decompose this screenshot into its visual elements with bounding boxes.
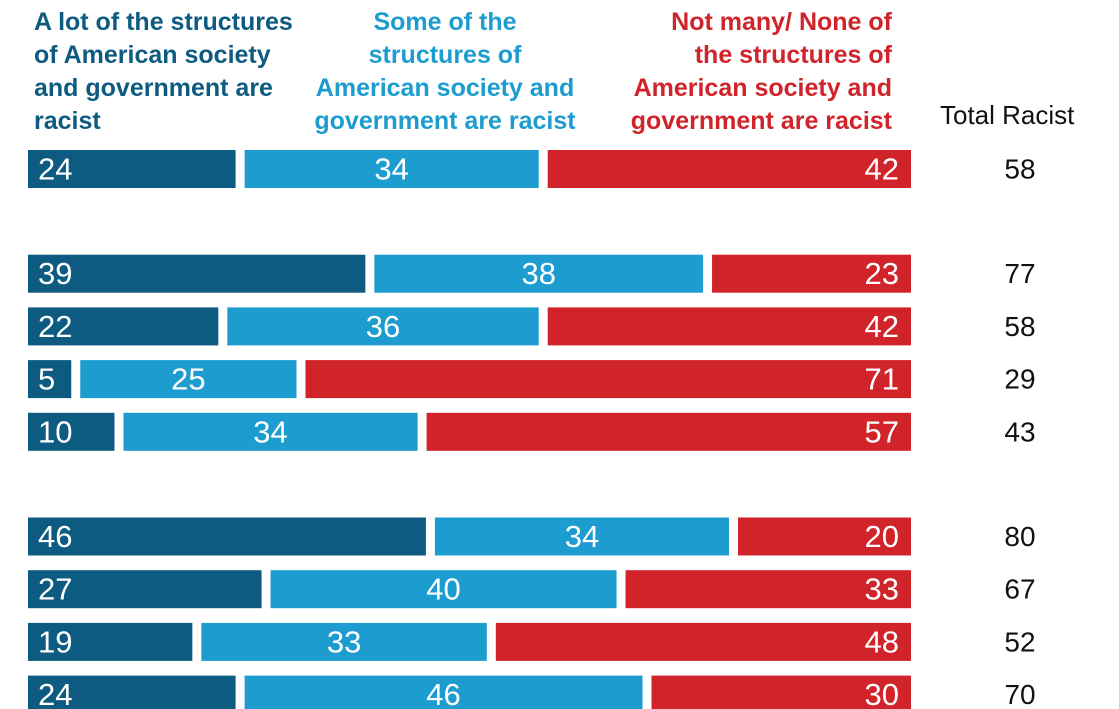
- bar-label-a-lot: 24: [38, 677, 72, 709]
- bar-segment-not-many: [547, 307, 911, 346]
- total-racist-value: 70: [1004, 679, 1035, 709]
- total-racist-value: 67: [1004, 574, 1035, 605]
- bar-row: 24 34 42: [28, 150, 911, 188]
- bar-label-some: 34: [565, 519, 599, 554]
- bar-row: 24 46 30: [28, 675, 911, 709]
- legend-a-lot: A lot of the structures of American soci…: [34, 8, 293, 135]
- bar-label-some: 34: [253, 414, 287, 449]
- bar-label-a-lot: 27: [38, 572, 72, 607]
- bar-segment-not-many: [651, 675, 911, 709]
- bar-label-not-many: 20: [865, 519, 899, 554]
- bar-label-some: 25: [171, 362, 205, 397]
- bar-segment-not-many: [625, 570, 911, 609]
- bar-segment-a-lot: [28, 412, 115, 451]
- total-racist-value: 80: [1004, 521, 1035, 552]
- bar-label-not-many: 71: [865, 362, 899, 397]
- bar-label-a-lot: 24: [38, 152, 72, 187]
- total-racist-value: 58: [1004, 154, 1035, 185]
- bar-segment-a-lot: [28, 517, 426, 556]
- bar-segment-a-lot: [28, 254, 366, 293]
- bar-segment-some: [270, 570, 617, 609]
- bar-segment-not-many: [547, 150, 911, 188]
- total-racist-value: 43: [1004, 416, 1035, 447]
- bar-label-not-many: 30: [865, 677, 899, 709]
- bar-segment-some: [244, 675, 643, 709]
- bar-label-some: 36: [366, 309, 400, 344]
- bar-row: 22 36 42: [28, 307, 911, 346]
- bar-label-not-many: 42: [865, 152, 899, 187]
- bar-label-a-lot: 39: [38, 256, 72, 291]
- bar-label-some: 33: [327, 624, 361, 659]
- bar-label-some: 34: [374, 152, 408, 187]
- bar-segment-not-many: [305, 360, 911, 399]
- total-racist-header: Total Racist: [940, 100, 1075, 130]
- bar-segment-some: [244, 150, 539, 188]
- bar-row: 46 34 20: [28, 517, 911, 556]
- bar-label-a-lot: 19: [38, 624, 72, 659]
- bar-label-a-lot: 5: [38, 362, 55, 397]
- bar-segment-a-lot: [28, 675, 236, 709]
- bar-segment-a-lot: [28, 150, 236, 188]
- bar-label-some: 46: [426, 677, 460, 709]
- total-racist-value: 58: [1004, 311, 1035, 342]
- total-racist-value: 29: [1004, 364, 1035, 395]
- legend-not-many: Not many/ None of the structures of Amer…: [630, 8, 892, 135]
- bar-label-a-lot: 46: [38, 519, 72, 554]
- bar-row: 39 38 23: [28, 254, 911, 293]
- bar-segment-some: [227, 307, 539, 346]
- bar-segment-some: [201, 622, 487, 661]
- bar-segment-some: [434, 517, 729, 556]
- bar-segment-a-lot: [28, 360, 72, 399]
- bar-segment-not-many: [738, 517, 911, 556]
- bar-row: 10 34 57: [28, 412, 911, 451]
- bar-label-a-lot: 10: [38, 414, 72, 449]
- bar-row: 5 25 71: [28, 360, 911, 399]
- bar-segment-not-many: [712, 254, 911, 293]
- bar-label-not-many: 33: [865, 572, 899, 607]
- legend-some: Some of the structures of American socie…: [314, 8, 576, 135]
- bar-label-some: 38: [521, 256, 555, 291]
- bar-segment-some: [374, 254, 704, 293]
- bar-segment-a-lot: [28, 622, 193, 661]
- bar-label-not-many: 23: [865, 256, 899, 291]
- bar-segment-a-lot: [28, 570, 262, 609]
- bar-segment-some: [123, 412, 418, 451]
- total-racist-value: 52: [1004, 626, 1035, 657]
- bar-segment-not-many: [495, 622, 911, 661]
- bar-label-some: 40: [426, 572, 460, 607]
- bar-segment-some: [80, 360, 297, 399]
- bar-label-not-many: 42: [865, 309, 899, 344]
- bar-label-not-many: 48: [865, 624, 899, 659]
- bar-segment-not-many: [426, 412, 911, 451]
- bar-row: 19 33 48: [28, 622, 911, 661]
- bar-segment-a-lot: [28, 307, 219, 346]
- bar-label-a-lot: 22: [38, 309, 72, 344]
- total-racist-value: 77: [1004, 258, 1035, 289]
- bar-row: 27 40 33: [28, 570, 911, 609]
- bar-label-not-many: 57: [865, 414, 899, 449]
